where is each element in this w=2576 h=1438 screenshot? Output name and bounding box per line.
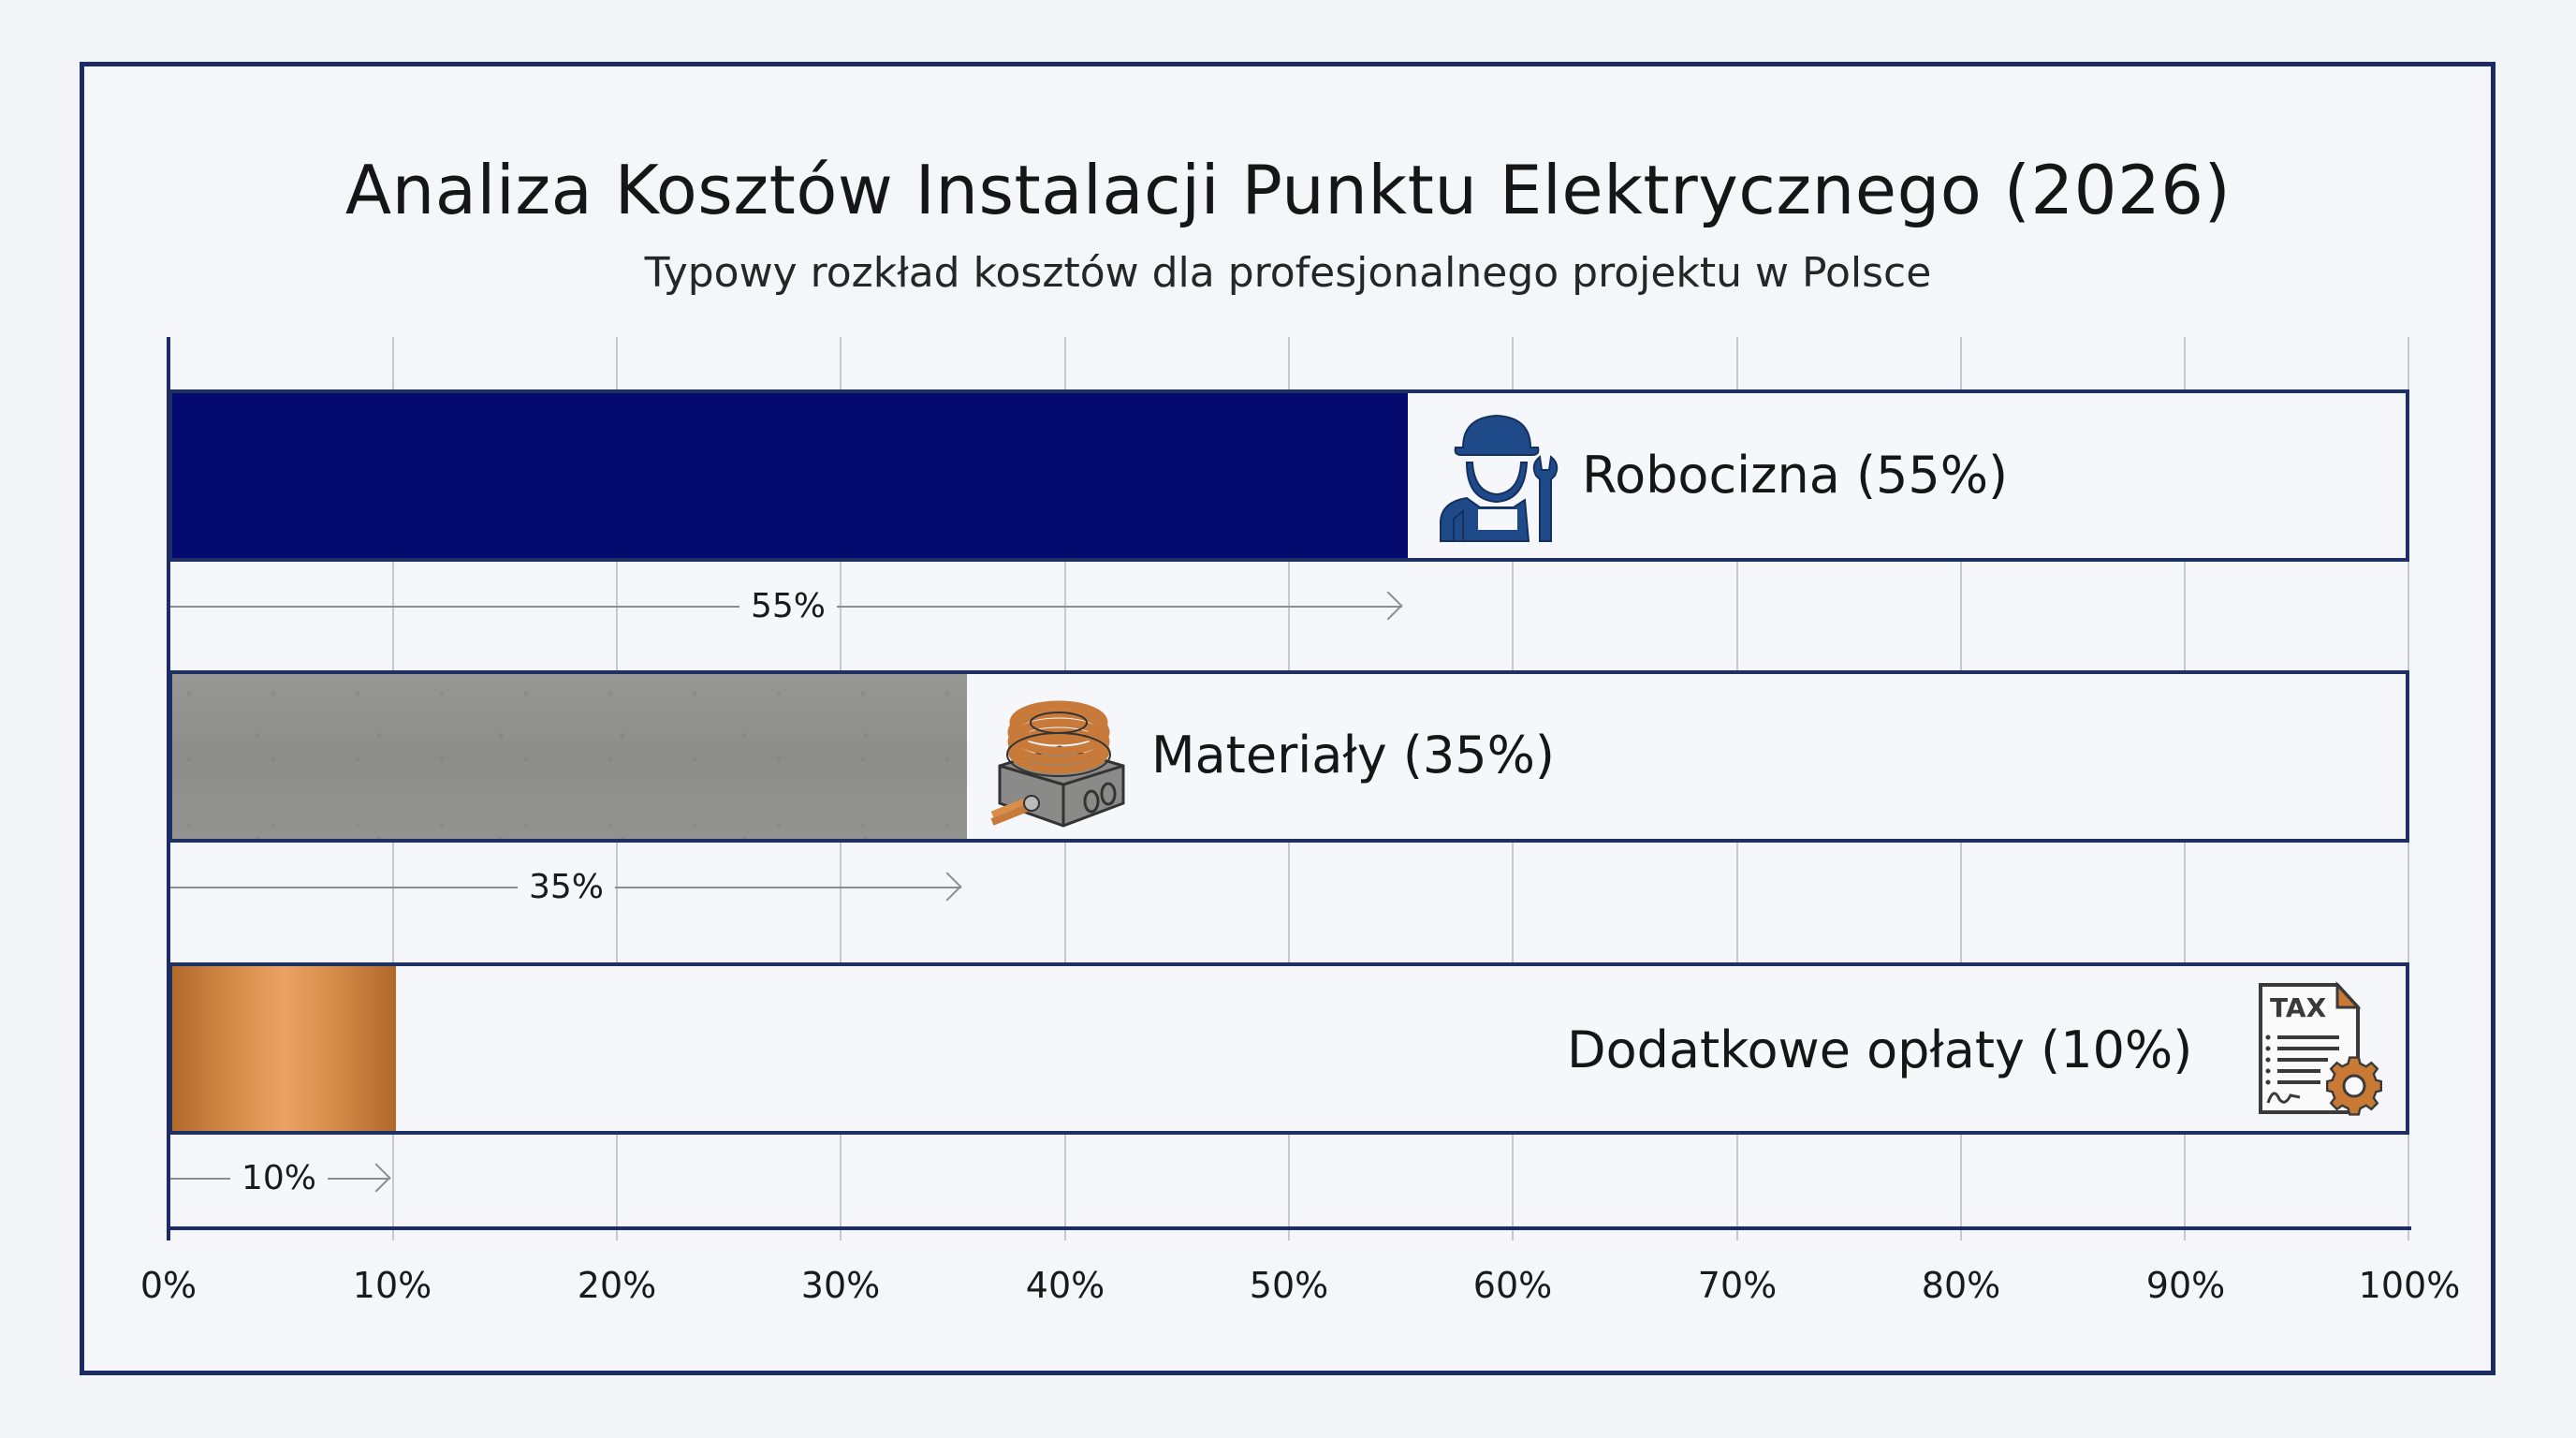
chart-title: Analiza Kosztów Instalacji Punktu Elektr… [344,151,2232,229]
bar-label-labor: Robocizna (55%) [1582,446,2009,505]
tick-0: 0% [139,1265,198,1306]
tick-100: 100% [2358,1265,2461,1306]
tax-document-icon: TAX [2257,981,2388,1116]
arrow-head-icon [1373,591,1403,621]
x-axis [168,1226,2411,1230]
bar-fees [172,966,396,1131]
bar-row-materials: Materiały (35%) [168,670,2409,843]
tick-80: 80% [1921,1265,2001,1306]
bar-row-fees: Dodatkowe opłaty (10%) TAX [168,962,2409,1135]
worker-icon [1435,410,1562,543]
arrow-labor: 55% [168,584,1404,629]
tick-10: 10% [352,1265,432,1306]
tick-60: 60% [1472,1265,1553,1306]
chart-subtitle: Typowy rozkład kosztów dla profesjonalne… [644,249,1932,297]
tick-50: 50% [1249,1265,1329,1306]
arrow-label-fees: 10% [229,1156,329,1201]
bar-materials [172,674,967,839]
arrow-label-materials: 35% [517,865,616,910]
bar-label-fees: Dodatkowe opłaty (10%) [1567,1020,2193,1079]
arrow-head-icon [361,1163,391,1193]
arrow-fees: 10% [168,1156,392,1201]
tick-20: 20% [577,1265,657,1306]
arrow-label-labor: 55% [739,584,838,629]
tick-70: 70% [1697,1265,1778,1306]
bar-labor [172,393,1408,558]
tick-30: 30% [800,1265,881,1306]
bar-row-labor: Robocizna (55%) [168,389,2409,562]
bar-label-materials: Materiały (35%) [1151,726,1555,785]
tick-40: 40% [1025,1265,1105,1306]
cable-box-icon [988,693,1129,829]
arrow-head-icon [932,872,962,902]
plot-area: Robocizna (55%) 55% [167,337,2411,1240]
y-axis [167,337,170,1240]
arrow-materials: 35% [168,865,963,910]
tick-90: 90% [2145,1265,2226,1306]
svg-text:TAX: TAX [2270,992,2327,1023]
